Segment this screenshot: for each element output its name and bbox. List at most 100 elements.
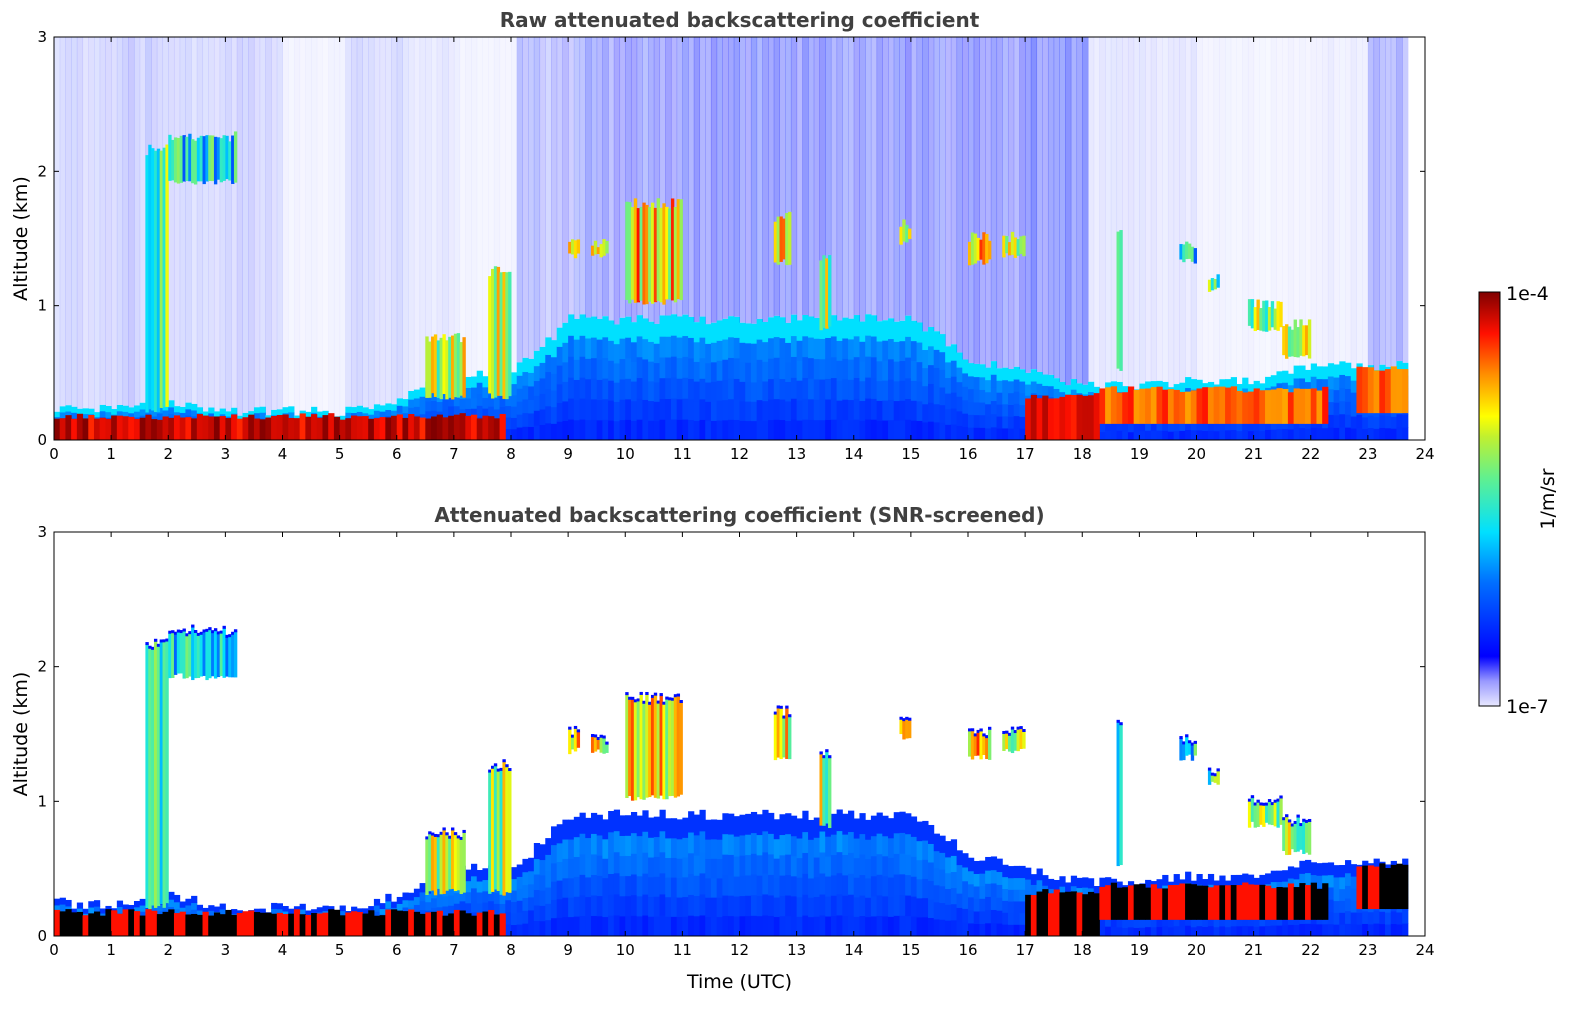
aerosol-cell: [808, 378, 815, 400]
aerosol-cell: [939, 885, 946, 904]
aerosol-cell: [1259, 874, 1266, 886]
aerosol-cell: [1105, 916, 1112, 927]
aerosol-cell: [905, 419, 912, 441]
surface-layer-cell: [413, 911, 421, 936]
cloud-cell: [176, 138, 181, 184]
cloud-cell: [599, 736, 603, 753]
aerosol-cell: [619, 815, 626, 836]
aerosol-cell: [1327, 923, 1335, 937]
aerosol-cell: [550, 340, 558, 358]
aerosol-cell: [625, 357, 632, 379]
surface-layer-cell: [1230, 386, 1237, 424]
aerosol-cell: [973, 401, 980, 416]
aerosol-cell: [528, 426, 535, 441]
aerosol-cell: [728, 834, 735, 855]
aerosol-cell: [322, 410, 329, 417]
aerosol-cell: [985, 391, 992, 405]
aerosol-cell: [1219, 379, 1226, 390]
aerosol-cell: [482, 879, 489, 892]
aerosol-cell: [1099, 916, 1106, 927]
surface-layer-cell: [88, 913, 95, 936]
noise-column: [1013, 37, 1020, 367]
aerosol-cell: [1190, 429, 1197, 441]
aerosol-cell: [722, 379, 729, 401]
aerosol-cell: [1327, 886, 1335, 900]
cloud-edge-cell: [648, 701, 652, 705]
aerosol-cell: [950, 839, 958, 856]
aerosol-cell: [773, 819, 780, 840]
aerosol-cell: [830, 356, 838, 379]
aerosol-cell: [819, 873, 826, 895]
aerosol-cell: [648, 420, 655, 441]
noise-column: [225, 37, 232, 412]
cloud-cell: [199, 633, 204, 677]
aerosol-cell: [762, 914, 769, 937]
aerosol-cell: [870, 875, 878, 897]
noise-column: [373, 37, 381, 405]
aerosol-cell: [670, 314, 678, 336]
aerosol-cell: [1242, 925, 1249, 937]
surface-layer-cell: [1385, 369, 1392, 414]
aerosol-cell: [93, 900, 101, 907]
aerosol-cell: [865, 419, 872, 441]
cloud-cell: [1187, 742, 1192, 755]
aerosol-cell: [1327, 376, 1335, 390]
cloud-edge-cell: [899, 716, 903, 720]
aerosol-cell: [636, 835, 643, 857]
aerosol-cell: [442, 895, 449, 907]
cloud-cell: [1179, 738, 1183, 761]
aerosol-cell: [579, 812, 586, 834]
noise-column: [1316, 37, 1323, 367]
aerosol-cell: [431, 400, 438, 411]
surface-layer-cell: [59, 911, 66, 936]
cloud-edge-cell: [228, 634, 232, 638]
noise-column: [1179, 37, 1186, 383]
cloud-cell: [1276, 301, 1280, 331]
aerosol-cell: [733, 816, 740, 837]
noise-column: [476, 37, 483, 371]
surface-layer-cell: [139, 417, 146, 440]
aerosol-cell: [950, 360, 958, 377]
surface-layer-cell: [1025, 398, 1032, 440]
noise-column: [436, 37, 443, 383]
aerosol-cell: [516, 362, 523, 376]
aerosol-cell: [1282, 881, 1289, 893]
cloud-edge-cell: [453, 832, 458, 836]
aerosol-cell: [528, 385, 535, 400]
noise-column: [808, 37, 815, 317]
cloud-edge-cell: [1256, 799, 1260, 803]
cloud-cell: [785, 707, 789, 759]
noise-column: [288, 37, 295, 407]
surface-layer-cell: [1116, 887, 1123, 920]
noise-column: [1082, 37, 1089, 385]
aerosol-cell: [853, 419, 860, 441]
noise-column: [311, 37, 318, 407]
aerosol-cell: [762, 851, 769, 874]
cloud-cell: [976, 731, 980, 756]
aerosol-cell: [773, 877, 780, 898]
aerosol-cell: [876, 341, 883, 362]
surface-layer-cell: [1110, 386, 1118, 424]
aerosol-cell: [1019, 865, 1026, 879]
noise-column: [1116, 37, 1123, 382]
aerosol-cell: [1179, 926, 1186, 937]
aerosol-cell: [1282, 382, 1289, 395]
aerosol-cell: [779, 895, 786, 917]
aerosol-cell: [968, 401, 975, 415]
aerosol-cell: [825, 896, 832, 917]
surface-layer-cell: [219, 416, 226, 440]
aerosol-cell: [328, 906, 335, 912]
aerosol-cell: [471, 408, 478, 420]
surface-layer-cell: [225, 418, 232, 440]
aerosol-cell: [573, 896, 581, 917]
cloud-edge-cell: [1247, 798, 1252, 802]
surface-layer-cell: [1139, 388, 1146, 424]
cloud-edge-cell: [451, 827, 455, 831]
aerosol-cell: [76, 902, 84, 909]
cloud-cell: [656, 198, 661, 302]
aerosol-cell: [636, 398, 643, 420]
aerosol-cell: [968, 363, 975, 377]
aerosol-cell: [1230, 915, 1237, 927]
cloud-cell: [459, 342, 463, 396]
aerosol-cell: [1390, 923, 1397, 937]
